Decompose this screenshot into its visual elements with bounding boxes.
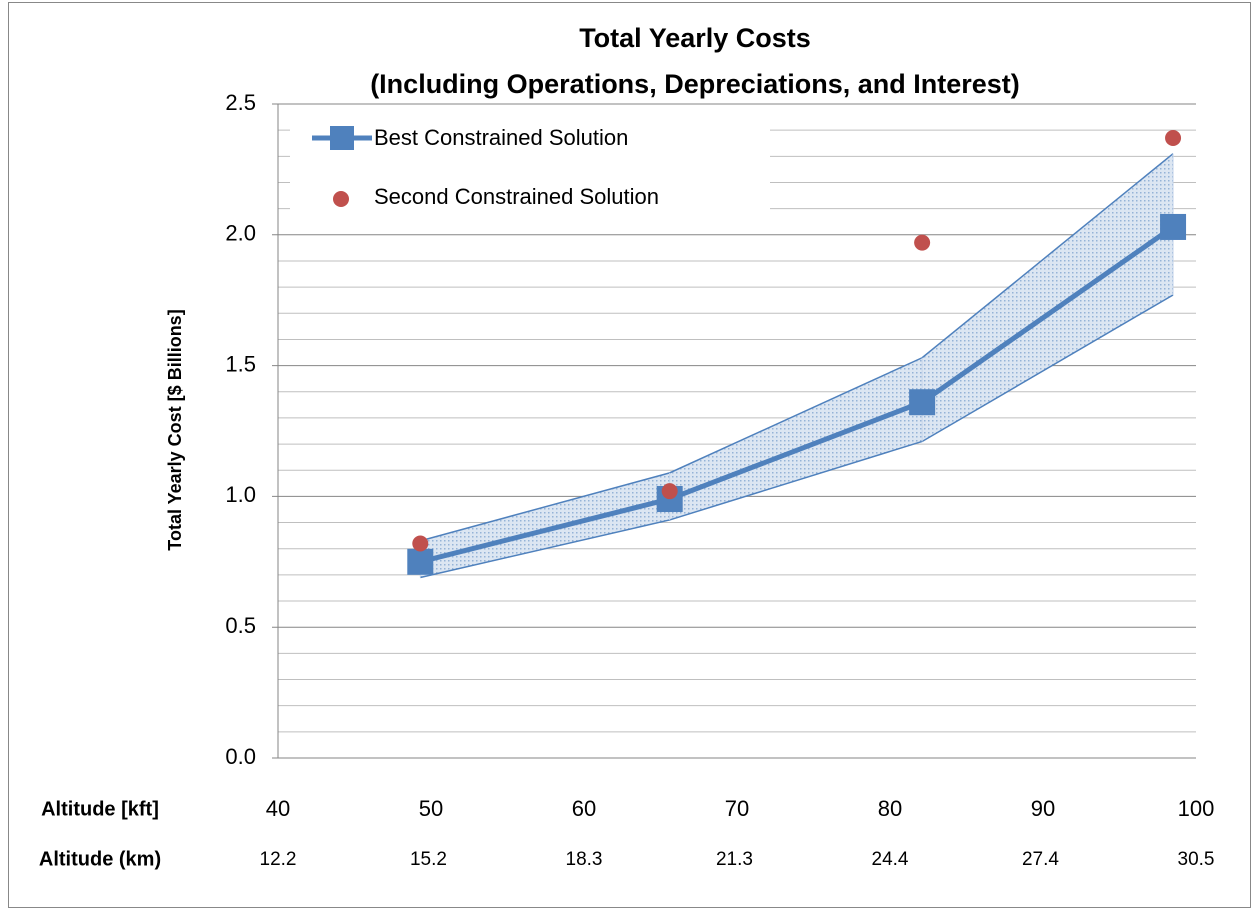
series-marker	[909, 389, 936, 416]
chart-title: Total Yearly Costs	[579, 23, 811, 53]
x-tick-label: 70	[725, 796, 749, 821]
x2-tick-label: 24.4	[872, 849, 909, 870]
x-tick-label: 100	[1178, 796, 1215, 821]
band-edge	[420, 294, 1174, 579]
y-tick-label: 1.0	[225, 482, 256, 507]
x-axis-label: Altitude [kft]	[41, 798, 159, 820]
x2-axis-label: Altitude (km)	[39, 848, 161, 870]
y-tick-label: 2.5	[225, 90, 256, 115]
chart-subtitle: (Including Operations, Depreciations, an…	[370, 69, 1020, 99]
x2-tick-label: 27.4	[1022, 849, 1059, 870]
band-edge	[420, 153, 1174, 542]
x-tick-label: 40	[266, 796, 290, 821]
x2-tick-label: 15.2	[410, 849, 447, 870]
scatter-point	[1165, 130, 1182, 147]
legend-label: Best Constrained Solution	[374, 125, 628, 150]
series-marker	[1160, 213, 1187, 240]
y-tick-label: 1.5	[225, 351, 256, 376]
scatter-point	[661, 483, 678, 500]
legend-label: Second Constrained Solution	[374, 184, 659, 209]
legend-box	[290, 108, 770, 222]
x-tick-label: 90	[1031, 796, 1055, 821]
y-tick-label: 0.0	[225, 744, 256, 769]
x-tick-label: 50	[419, 796, 443, 821]
uncertainty-band	[420, 153, 1174, 578]
x2-tick-label: 21.3	[716, 849, 753, 870]
legend-marker	[330, 126, 354, 150]
series-marker	[407, 548, 434, 575]
y-axis-label: Total Yearly Cost [$ Billions]	[165, 309, 185, 550]
x2-tick-label: 12.2	[260, 849, 297, 870]
series-line	[419, 224, 1175, 565]
scatter-point	[914, 234, 931, 251]
x2-tick-label: 18.3	[566, 849, 603, 870]
y-tick-label: 0.5	[225, 613, 256, 638]
legend-marker	[333, 191, 349, 207]
x-tick-label: 80	[878, 796, 902, 821]
scatter-point	[412, 535, 429, 552]
y-tick-label: 2.0	[225, 221, 256, 246]
x-tick-label: 60	[572, 796, 596, 821]
x2-tick-label: 30.5	[1178, 849, 1215, 870]
